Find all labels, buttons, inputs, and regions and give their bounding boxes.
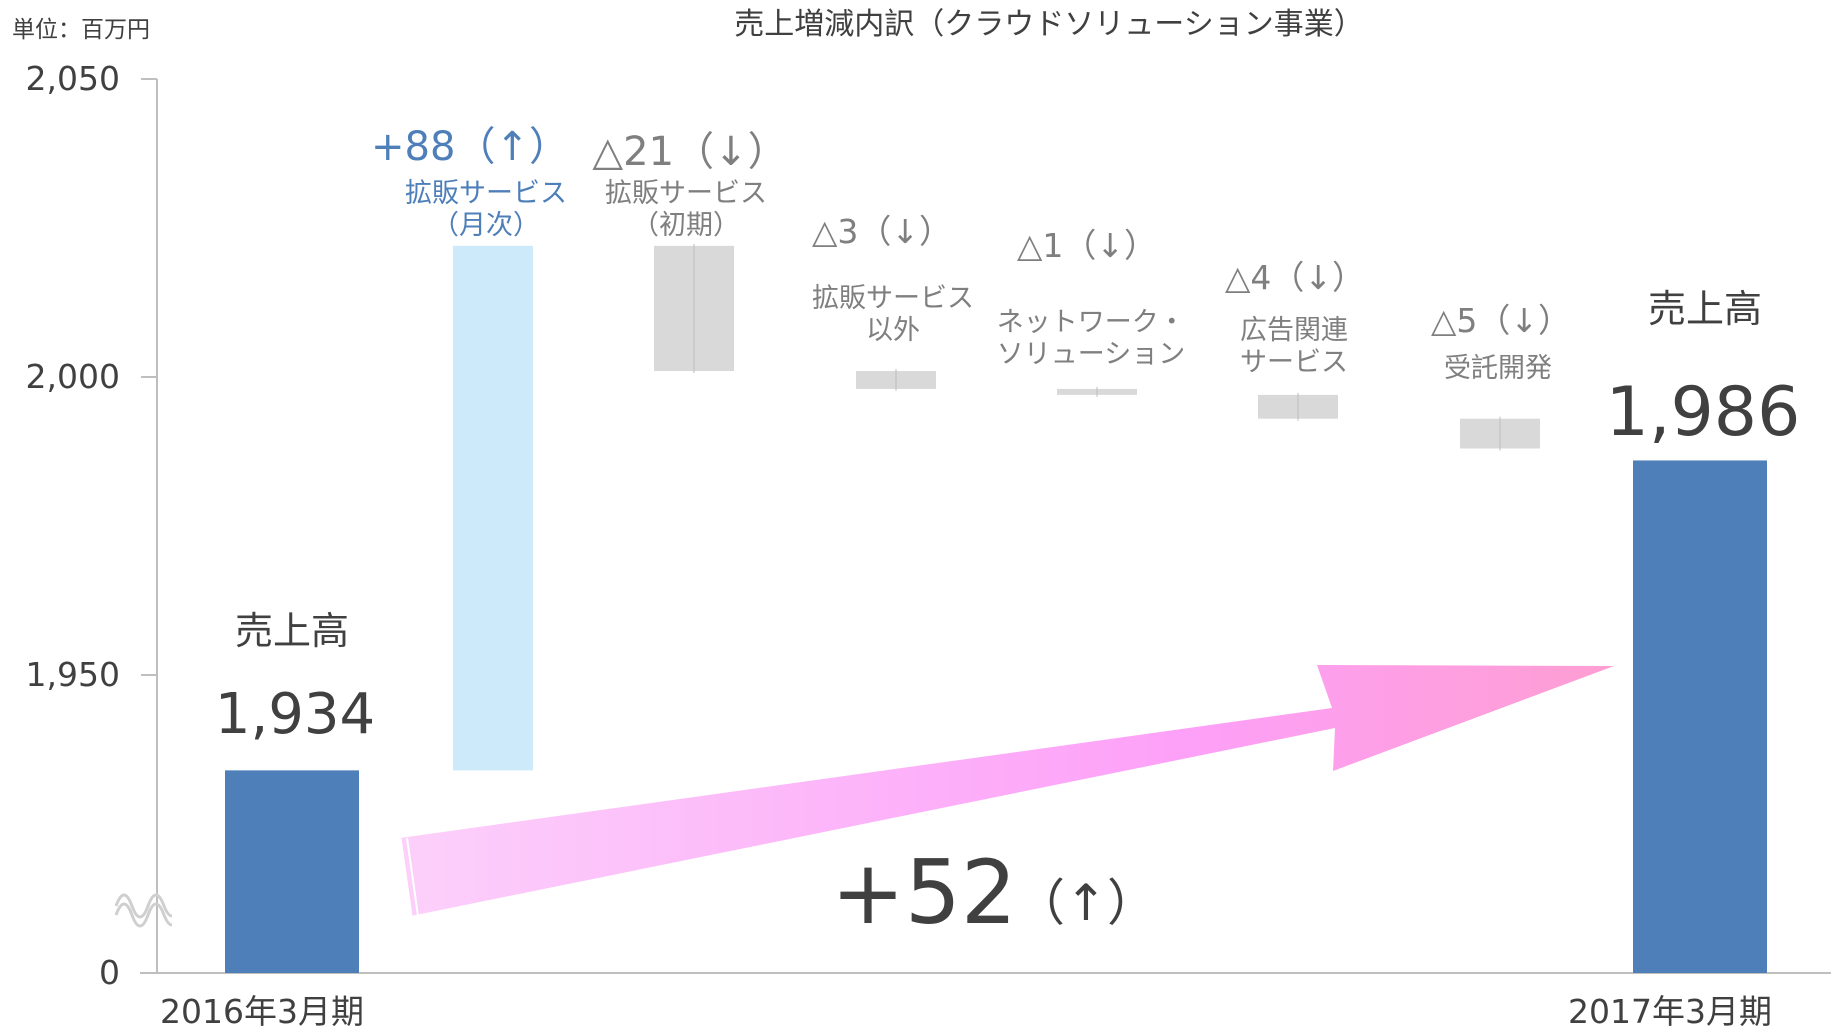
change-value-label: +88（↑）: [371, 124, 569, 170]
y-tick-label: 0: [99, 953, 120, 992]
change-value-label: △1（↓）: [1017, 226, 1157, 265]
change-value-label: △3（↓）: [812, 212, 952, 251]
net-change-suffix-label: （↑）: [1015, 874, 1157, 932]
change-value-label: △5（↓）: [1431, 301, 1571, 340]
x-label-end: 2017年3月期: [1568, 992, 1772, 1031]
change-category-label: ネットワーク・: [997, 307, 1185, 338]
net-change-arrow-shape: [400, 665, 1614, 916]
end-category-label: 売上高: [1648, 287, 1762, 331]
y-tick-label: 1,950: [26, 655, 120, 694]
change-category-label: ソリューション: [997, 339, 1185, 370]
change-category-label: サービス: [1240, 347, 1348, 378]
chart-labels: +88（↑）拡販サービス（月次）△21（↓）拡販サービス（初期） △3（↓）拡販サ…: [215, 124, 1801, 944]
y-tick-label: 2,050: [26, 59, 120, 98]
net-change-value-label: +52: [831, 841, 1017, 944]
y-tick-label: 2,000: [26, 357, 120, 396]
chart-title: 売上増減内訳（クラウドソリューション事業）: [734, 7, 1363, 42]
arrow-tail-stripe: [406, 837, 419, 917]
net-change-arrow: [398, 665, 1614, 917]
change-category-label: （初期）: [632, 210, 740, 241]
axis-break-wave: [114, 902, 173, 928]
change-value-label: △21（↓）: [592, 129, 787, 175]
change-category-label: 拡販サービス: [812, 283, 974, 314]
axis-break-wave: [114, 893, 173, 919]
change-bar: [453, 245, 533, 771]
chart-bars: [225, 243, 1767, 973]
y-axis-ticks: 0 1,950 2,000 2,050: [26, 59, 157, 992]
arrow-tail-stripe: [398, 837, 413, 917]
unit-label: 単位：百万円: [12, 17, 150, 43]
axis-break-mark: [114, 893, 173, 928]
change-category-label: 拡販サービス: [405, 178, 567, 209]
start-category-label: 売上高: [235, 609, 349, 653]
start-bar: [225, 770, 359, 973]
start-value-label: 1,934: [215, 682, 375, 747]
end-value-label: 1,986: [1606, 373, 1801, 452]
change-category-label: 広告関連: [1240, 315, 1348, 346]
end-bar: [1633, 460, 1767, 973]
x-label-start: 2016年3月期: [160, 992, 364, 1031]
change-category-label: （月次）: [432, 210, 540, 241]
change-category-label: 拡販サービス: [605, 178, 767, 209]
change-category-label: 以外: [866, 315, 920, 346]
y-axis: [140, 79, 1831, 974]
change-value-label: △4（↓）: [1225, 258, 1365, 297]
change-category-label: 受託開発: [1444, 353, 1552, 384]
